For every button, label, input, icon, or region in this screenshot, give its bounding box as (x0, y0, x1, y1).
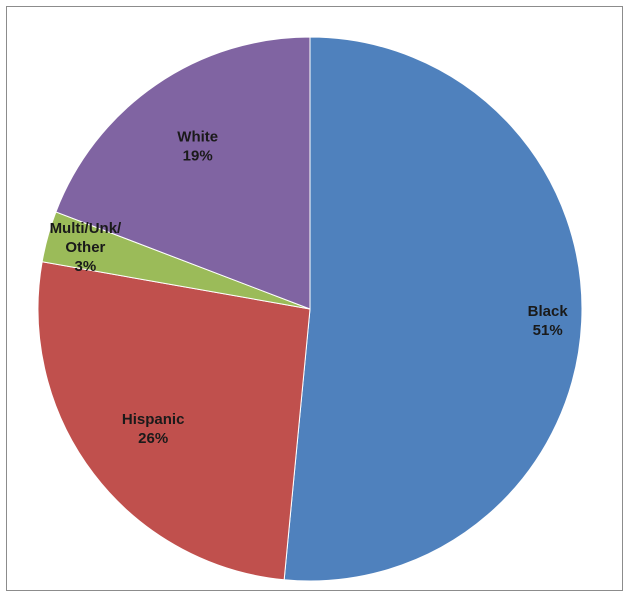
slice-percent: 51% (533, 322, 563, 339)
slice-label-white: White 19% (177, 128, 218, 164)
slice-label-hispanic: Hispanic 26% (122, 411, 185, 447)
slice-label-multi-unk-other: Multi/Unk/Other 3% (50, 220, 122, 275)
slice-name: White (177, 128, 218, 145)
slice-percent: 26% (138, 430, 168, 447)
chart-frame: Black 51% Hispanic 26% Multi/Unk/Other 3% Whit… (6, 6, 623, 591)
slice-name: Multi/Unk/ (50, 220, 122, 237)
pie-slices (37, 36, 583, 582)
slice-percent: 3% (75, 258, 97, 275)
slice-label-black: Black 51% (528, 303, 569, 339)
pie-labels: Black 51% Hispanic 26% Multi/Unk/Other 3% Whit… (50, 128, 569, 446)
pie-slice-hispanic (37, 261, 311, 581)
pie-slice-black (283, 36, 583, 582)
slice-name: Hispanic (122, 411, 185, 428)
slice-name: Other (65, 239, 105, 256)
pie-chart: Black 51% Hispanic 26% Multi/Unk/Other 3% Whit… (37, 36, 583, 582)
pie-slice-white (55, 36, 311, 310)
slice-percent: 19% (183, 147, 213, 164)
slice-name: Black (528, 303, 569, 320)
